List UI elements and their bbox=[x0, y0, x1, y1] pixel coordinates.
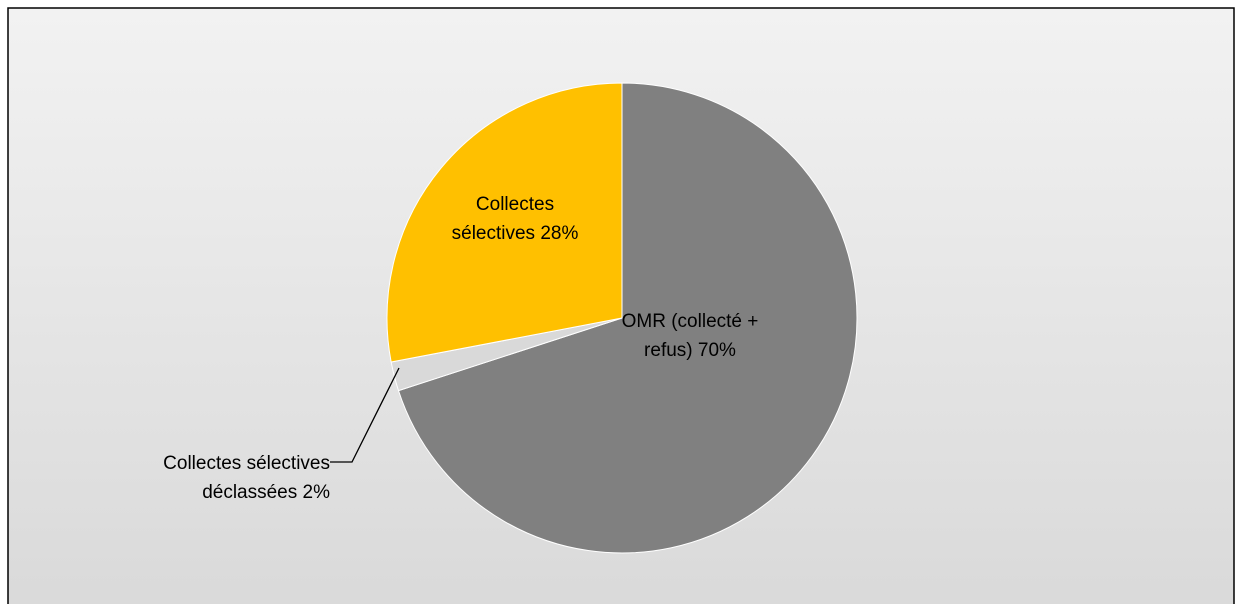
data-label: Collectes sélectives 28% bbox=[440, 190, 590, 248]
label-value: 70% bbox=[697, 340, 736, 361]
pie bbox=[386, 82, 858, 554]
data-label: OMR (collecté + refus) 70% bbox=[600, 307, 780, 365]
pie-slice bbox=[397, 82, 858, 554]
label-value: 28% bbox=[540, 223, 579, 244]
label-category: OMR (collecté + refus) bbox=[621, 311, 759, 361]
label-value: 2% bbox=[302, 482, 330, 503]
leader-line bbox=[330, 367, 400, 463]
pie-slice bbox=[386, 82, 623, 363]
data-label: Collectes sélectives déclassées 2% bbox=[100, 449, 330, 507]
label-category: Collectes sélectives déclassées bbox=[163, 453, 330, 503]
label-category: Collectes sélectives bbox=[451, 194, 555, 244]
